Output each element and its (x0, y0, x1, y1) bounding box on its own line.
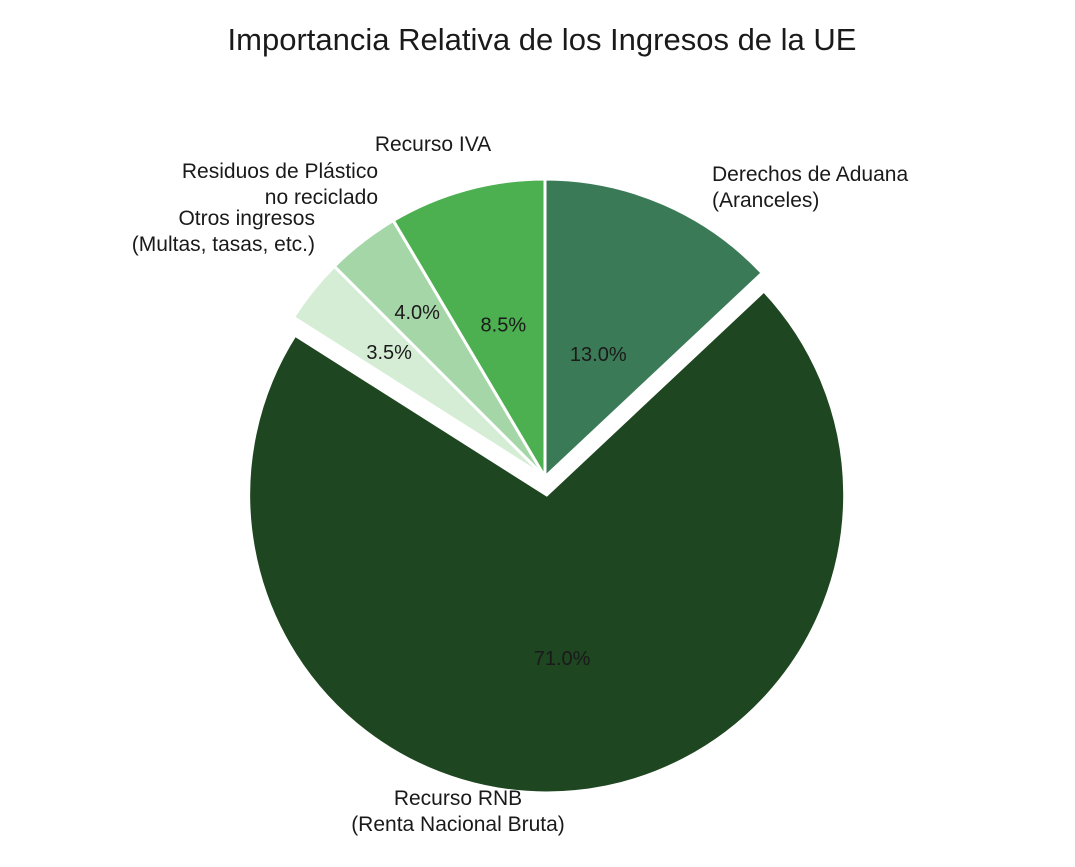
pie-category-label-0: Derechos de Aduana (Aranceles) (712, 163, 908, 212)
pie-category-label-2: Otros ingresos (Multas, tasas, etc.) (132, 207, 315, 256)
pie-percent-label-4: 8.5% (481, 315, 527, 337)
pie-category-label-1: Recurso RNB (Renta Nacional Bruta) (351, 787, 565, 836)
pie-percent-label-1: 71.0% (534, 648, 591, 670)
pie-percent-label-0: 13.0% (570, 344, 627, 366)
pie-category-label-3: Residuos de Plástico no reciclado (182, 160, 378, 209)
pie-category-label-4: Recurso IVA (375, 133, 491, 156)
pie-percent-label-3: 4.0% (394, 302, 440, 324)
chart-title: Importancia Relativa de los Ingresos de … (228, 22, 857, 57)
pie-slices (249, 179, 845, 793)
pie-percent-label-2: 3.5% (366, 342, 412, 364)
